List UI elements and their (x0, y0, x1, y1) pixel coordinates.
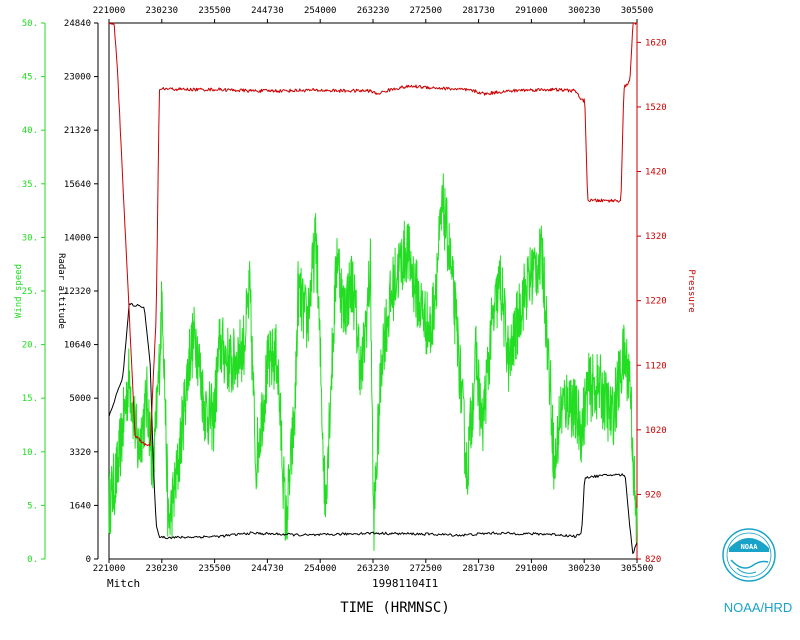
noaa-hrd-label: NOAA/HRD (724, 600, 793, 615)
altitude-axis-tick-label: 3320 (69, 448, 91, 458)
x-axis-top-tick-label: 291000 (515, 6, 548, 16)
wind-axis-tick-label: 5. (27, 501, 38, 511)
pressure-axis-tick-label: 1320 (645, 232, 667, 242)
x-axis-top-tick-label: 221000 (93, 6, 126, 16)
altitude-axis-tick-label: 5000 (69, 394, 91, 404)
x-axis-bottom-tick-label: 235500 (198, 564, 231, 574)
pressure-axis-tick-label: 1520 (645, 103, 667, 113)
x-axis-top-tick-label: 272500 (410, 6, 443, 16)
altitude-axis-tick-label: 0 (86, 555, 91, 565)
flight-id: 19981104I1 (372, 577, 438, 590)
altitude-axis-tick-label: 10640 (64, 341, 91, 351)
pressure-axis-tick-label: 1120 (645, 361, 667, 371)
wind-axis-tick-label: 15. (22, 394, 38, 404)
wind-axis-tick-label: 30. (22, 233, 38, 243)
altitude-axis-tick-label: 21320 (64, 126, 91, 136)
altitude-axis-tick-label: 1640 (69, 501, 91, 511)
series-layer (108, 22, 638, 554)
x-axis-top-tick-label: 300230 (568, 6, 601, 16)
wind-axis-tick-label: 20. (22, 341, 38, 351)
wind-axis-tick-label: 25. (22, 287, 38, 297)
x-axis-title: TIME (HRMNSC) (340, 600, 450, 616)
x-axis-bottom: 221000 230230 235500 244730 254000 263230 2725… (93, 559, 654, 574)
x-axis-bottom-tick-label: 254000 (304, 564, 337, 574)
wind-axis-title: Wind speed (14, 264, 24, 318)
altitude-axis-tick-label: 12320 (64, 287, 91, 297)
wind-axis-tick-label: 40. (22, 126, 38, 136)
altitude-axis-tick-label: 15640 (64, 180, 91, 190)
wind-axis: 0. 5. 10. 15. 20. 25. 30. 35. 40. 45. 50. (22, 19, 45, 565)
noaa-logo-text: NOAA (741, 543, 759, 551)
x-axis-bottom-tick-label: 244730 (251, 564, 284, 574)
pressure-series-line (108, 22, 637, 447)
pressure-axis-title: Pressure (686, 269, 696, 312)
x-axis-bottom-tick-label: 305500 (621, 564, 654, 574)
pressure-axis-tick-label: 920 (645, 490, 661, 500)
wind-axis-tick-label: 45. (22, 73, 38, 83)
altitude-axis-tick-label: 14000 (64, 233, 91, 243)
x-axis-bottom-tick-label: 291000 (515, 564, 548, 574)
x-axis-bottom-tick-label: 281730 (462, 564, 495, 574)
wind-axis-tick-label: 10. (22, 448, 38, 458)
altitude-series-line (108, 303, 638, 554)
x-axis-top-tick-label: 281730 (462, 6, 495, 16)
altitude-axis-title: Radar altitude (56, 253, 66, 329)
x-axis-top-tick-label: 244730 (251, 6, 284, 16)
x-axis-top-tick-label: 305500 (621, 6, 654, 16)
x-axis-top: 221000 230230 235500 244730 254000 263230 2725… (93, 6, 654, 23)
x-axis-bottom-tick-label: 230230 (146, 564, 179, 574)
x-axis-top-tick-label: 263230 (357, 6, 390, 16)
pressure-axis-tick-label: 1620 (645, 38, 667, 48)
x-axis-bottom-tick-label: 300230 (568, 564, 601, 574)
wind-axis-tick-label: 50. (22, 19, 38, 29)
wind-series-line (108, 173, 638, 551)
storm-name: Mitch (107, 577, 140, 590)
x-axis-top-tick-label: 254000 (304, 6, 337, 16)
noaa-logo-icon: NOAA (722, 528, 776, 582)
x-axis-top-tick-label: 235500 (198, 6, 231, 16)
x-axis-bottom-tick-label: 272500 (410, 564, 443, 574)
x-axis-bottom-tick-label: 221000 (93, 564, 126, 574)
altitude-axis: 0 1640 3320 5000 10640 12320 14000 15640 21320 23… (64, 19, 98, 565)
pressure-axis-tick-label: 1020 (645, 426, 667, 436)
pressure-axis: 820 920 1020 1120 1220 1320 1420 1520 1620 (637, 38, 667, 565)
pressure-axis-tick-label: 820 (645, 555, 661, 565)
x-axis-top-tick-label: 230230 (146, 6, 179, 16)
altitude-axis-tick-label: 24840 (64, 19, 91, 29)
x-axis-bottom-tick-label: 263230 (357, 564, 390, 574)
wind-axis-tick-label: 0. (27, 555, 38, 565)
wind-axis-tick-label: 35. (22, 180, 38, 190)
pressure-axis-tick-label: 1420 (645, 168, 667, 178)
pressure-axis-tick-label: 1220 (645, 297, 667, 307)
altitude-axis-tick-label: 23000 (64, 73, 91, 83)
